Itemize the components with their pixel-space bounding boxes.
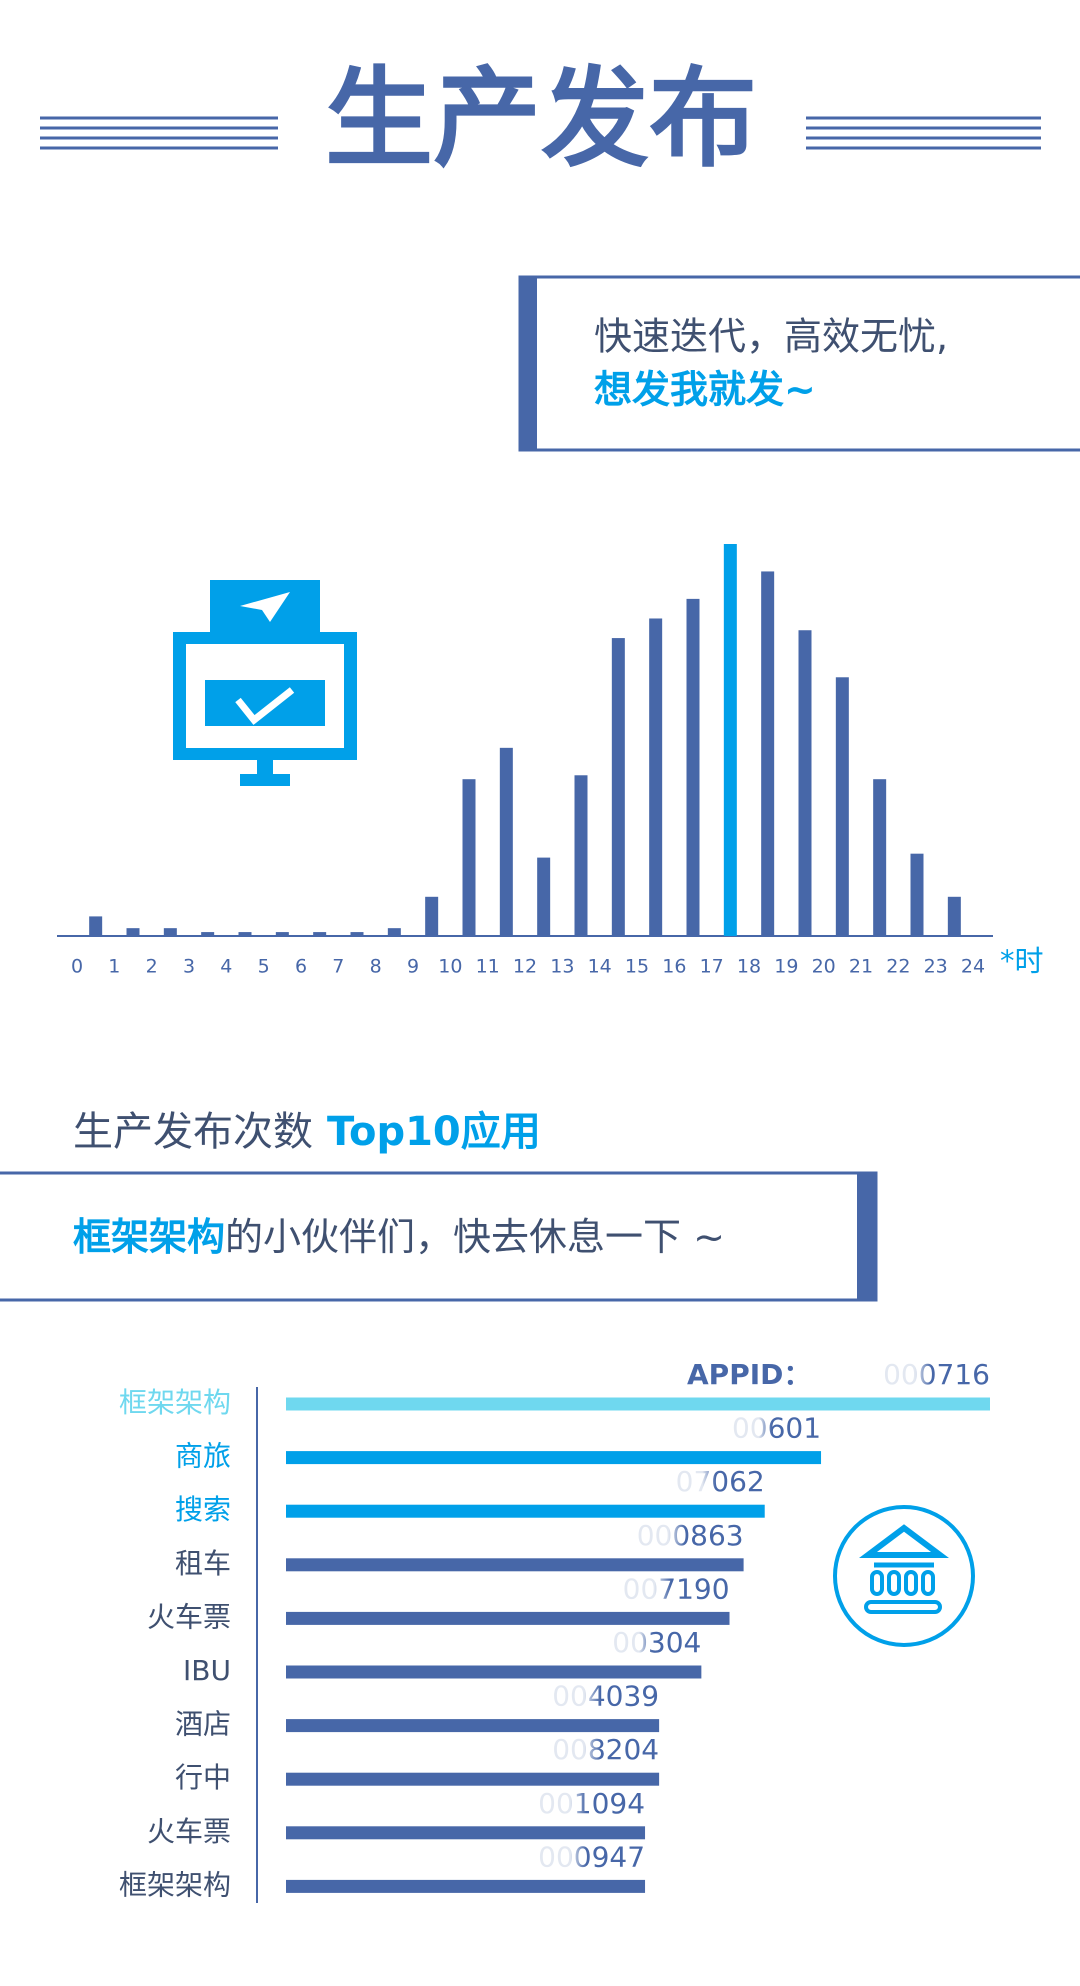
callout-text: 框架架构的小伙伴们，快去休息一下 ~ [73,1215,725,1259]
bar [462,779,476,936]
bank-icon [833,1505,975,1647]
category-label: 搜索 [175,1493,231,1526]
appid-label: 000716 [883,1358,990,1391]
category-label: 行中 [175,1761,231,1794]
category-label: 火车票 [147,1815,231,1848]
bar [574,775,588,936]
bar [798,630,812,936]
x-tick-label: 0 [71,956,83,978]
title-lines [40,116,1041,150]
x-tick-label: 14 [588,956,612,978]
x-tick-label: 11 [476,956,500,978]
bar [163,928,177,936]
category-label: 火车票 [147,1600,231,1633]
bar [649,618,663,936]
appid-label: 008204 [552,1733,659,1766]
bar [686,598,700,936]
callout-box [518,275,1080,452]
x-tick-label: 10 [438,956,462,978]
callout-line: 想发我就发~ [594,368,816,412]
callout-line: 快速迭代，高效无忧, [594,315,948,359]
x-tick-label: 5 [258,956,270,978]
title-text: 生产发布次数 [73,1109,313,1155]
appid-label: 00304 [612,1626,701,1659]
callout-highlight: 框架架构 [73,1215,225,1259]
x-tick-label: 23 [924,956,948,978]
bar [238,932,252,936]
bar [89,916,103,936]
bar [761,571,775,936]
x-tick-label: 7 [332,956,344,978]
x-tick-label: 3 [183,956,195,978]
bar [723,544,737,936]
bar [286,1451,822,1465]
appid-label: 001094 [538,1787,645,1820]
appid-label: 004039 [552,1680,659,1713]
bar [286,1558,744,1572]
bar [835,677,849,936]
category-label: 框架架构 [119,1868,231,1901]
appid-label: 00601 [732,1412,821,1445]
appid-label: 07062 [676,1465,765,1498]
bar [286,1772,660,1786]
bar [873,779,887,936]
x-tick-label: 17 [700,956,724,978]
callout-rest: 的小伙伴们，快去休息一下 ~ [225,1215,725,1259]
callout-accent [519,276,537,451]
x-tick-label: 9 [407,956,419,978]
bar [275,932,289,936]
callout-accent [857,1172,876,1301]
chart-title: 生产发布次数 Top10应用 [73,1109,541,1155]
bar [286,1504,765,1518]
page-title: 生产发布 [325,57,757,182]
x-tick-label: 4 [220,956,232,978]
bar [611,638,625,936]
x-tick-label: 21 [849,956,873,978]
x-tick-label: 18 [737,956,761,978]
x-tick-label: 20 [812,956,836,978]
x-tick-label: 16 [662,956,686,978]
bar [350,932,364,936]
category-label: 租车 [175,1547,231,1580]
bar [286,1611,730,1625]
bar [286,1397,990,1411]
bar [947,896,961,936]
bar [425,896,439,936]
category-label: 酒店 [175,1708,231,1741]
bar [286,1826,646,1840]
x-tick-label: 6 [295,956,307,978]
x-tick-label: 24 [961,956,985,978]
x-axis-label: *时 [1000,944,1044,978]
appid-label: 000947 [538,1840,645,1873]
bar [387,928,401,936]
category-label: 框架架构 [119,1386,231,1419]
x-tick-label: 19 [774,956,798,978]
title-highlight: Top10应用 [327,1109,541,1155]
deploy-icon [173,580,357,786]
x-tick-label: 1 [108,956,120,978]
bar [537,857,551,936]
category-label: IBU [183,1654,231,1687]
bar [126,928,140,936]
x-tick-label: 12 [513,956,537,978]
bar [286,1879,646,1893]
bar [910,853,924,936]
category-label: 商旅 [175,1440,231,1473]
bar [201,932,215,936]
x-tick-label: 15 [625,956,649,978]
bar [286,1665,702,1679]
x-tick-label: 8 [370,956,382,978]
bar [313,932,327,936]
bar [499,747,513,936]
x-tick-label: 13 [550,956,574,978]
bar [286,1719,660,1733]
x-tick-label: 22 [886,956,910,978]
appid-label: 000863 [637,1519,744,1552]
x-tick-label: 2 [146,956,158,978]
appid-label: 007190 [623,1572,730,1605]
value-caption: APPID： [687,1358,811,1391]
